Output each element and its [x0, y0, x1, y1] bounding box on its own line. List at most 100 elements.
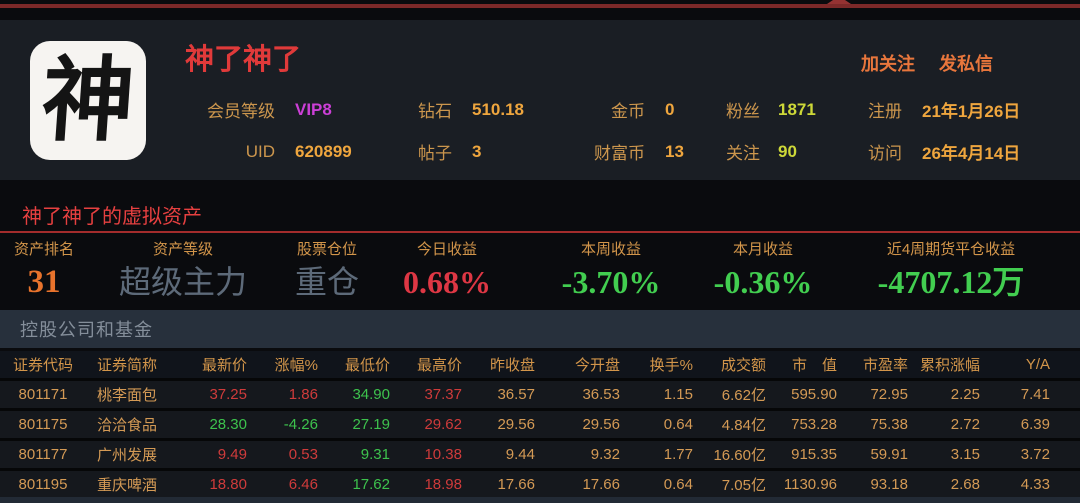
stock-value: 72.95: [837, 378, 908, 410]
stock-value: 29.62: [390, 408, 462, 440]
asset-stat-value: 0.68%: [403, 264, 491, 300]
stock-value: 915.35: [766, 438, 837, 470]
table-header-row: 证券代码 证券简称 最新价 涨幅% 最低价 最高价 昨收盘 今开盘 换手% 成交额市 值市盈率 累积…: [0, 351, 1080, 380]
profile-stat-label: 注册: [868, 102, 902, 121]
holdings-table: 证券代码 证券简称 最新价 涨幅% 最低价 最高价 昨收盘 今开盘 换手% 成交额市 值市盈率 累积…: [0, 351, 1080, 498]
section-divider: [0, 231, 1080, 233]
stock-row[interactable]: 801171 桃李面包 37.25 1.86 34.90 37.37 36.57 36.53 1…: [0, 378, 1080, 410]
profile-stat-value: 3: [472, 141, 482, 161]
profile-stat-value: 1871: [778, 99, 816, 119]
profile-panel: 神 神了神了 加关注 发私信 会员等级 VIP8 钻石 510.18 金币 0 粉丝 1871 注…: [0, 20, 1080, 180]
stock-value: 1.15: [620, 378, 693, 410]
column-header: 最低价: [318, 351, 390, 380]
profile-stat-label: 财富币: [594, 144, 645, 163]
stock-value: -4.26: [247, 408, 318, 440]
profile-stat-label: UID: [245, 141, 275, 161]
username: 神了神了: [185, 44, 302, 76]
asset-stat-value: -3.70%: [561, 264, 661, 300]
stock-name: 洽洽食品: [86, 408, 174, 440]
tab-indicator-triangle: [827, 0, 851, 4]
asset-stat-value: 重仓: [294, 264, 359, 300]
stock-value: 6.62亿: [693, 378, 766, 410]
stock-value: 1.86: [247, 378, 318, 410]
stock-code: 801177: [0, 438, 86, 470]
stock-name: 重庆啤酒: [86, 468, 174, 498]
profile-stat-label: 金币: [611, 102, 645, 121]
column-header: 累积涨幅: [908, 351, 980, 380]
stock-value: 29.56: [535, 408, 620, 440]
profile-stat-label: 帖子: [418, 144, 452, 163]
stock-value: 2.72: [908, 408, 980, 440]
profile-actions: 加关注 发私信: [861, 50, 993, 76]
column-header: 证券代码: [0, 351, 86, 380]
next-section-edge: [0, 497, 1080, 503]
stock-value: 6.46: [247, 468, 318, 498]
column-header: 市 值: [766, 351, 837, 380]
stock-value: 27.19: [318, 408, 390, 440]
top-divider-line: [0, 0, 1080, 8]
profile-stats: 会员等级 VIP8 钻石 510.18 金币 0 粉丝 1871 注册 21年1月26日 UID 62…: [207, 97, 1046, 164]
stock-value: 2.68: [908, 468, 980, 498]
profile-stat-value: 26年4月14日: [922, 144, 1021, 163]
stock-value: 16.60亿: [693, 438, 766, 470]
asset-stat-value: -4707.12万: [877, 264, 1025, 300]
profile-stat-label: 关注: [726, 144, 760, 163]
stock-value: 753.28: [766, 408, 837, 440]
column-header: 成交额: [693, 351, 766, 380]
asset-stat: 资产排名 31: [0, 240, 88, 302]
stock-value: 34.90: [318, 378, 390, 410]
asset-stat-label: 资产排名: [13, 241, 74, 258]
stock-value: 0.53: [247, 438, 318, 470]
stock-value: 37.25: [174, 378, 247, 410]
asset-stat-value: 31: [27, 264, 61, 300]
profile-stat-value: 0: [665, 99, 675, 119]
virtual-assets-title: 神了神了的虚拟资产: [22, 206, 202, 228]
stock-value: 9.44: [462, 438, 535, 470]
asset-stat: 资产等级 超级主力: [88, 240, 278, 302]
stock-value: 28.30: [174, 408, 247, 440]
asset-stat-label: 本月收益: [732, 241, 793, 258]
stock-value: 59.91: [837, 438, 908, 470]
profile-stat-label: 会员等级: [207, 102, 275, 121]
column-header: Y/A: [980, 351, 1080, 380]
stock-value: 36.53: [535, 378, 620, 410]
stock-row[interactable]: 801175 洽洽食品 28.30 -4.26 27.19 29.62 29.56 29.56…: [0, 408, 1080, 440]
stock-value: 75.38: [837, 408, 908, 440]
column-header: 市盈率: [837, 351, 908, 380]
holdings-table-body: 801171 桃李面包 37.25 1.86 34.90 37.37 36.57 36.53 1…: [0, 378, 1080, 498]
profile-stat-label: 钻石: [418, 102, 452, 121]
avatar: 神: [30, 41, 146, 160]
stock-name: 广州发展: [86, 438, 174, 470]
profile-stat-value: 21年1月26日: [922, 102, 1021, 121]
holdings-title: 控股公司和基金: [20, 320, 153, 340]
stock-name: 桃李面包: [86, 378, 174, 410]
avatar-character: 神: [38, 49, 138, 152]
column-header: 最高价: [390, 351, 462, 380]
stock-value: 7.41: [980, 378, 1080, 410]
stock-value: 0.64: [620, 408, 693, 440]
stock-code: 801175: [0, 408, 86, 440]
stock-value: 10.38: [390, 438, 462, 470]
message-button[interactable]: 发私信: [939, 54, 993, 74]
stock-value: 17.62: [318, 468, 390, 498]
stock-value: 4.84亿: [693, 408, 766, 440]
asset-stat: 今日收益 0.68%: [376, 240, 518, 302]
follow-button[interactable]: 加关注: [861, 54, 915, 74]
asset-stat-label: 股票仓位: [296, 241, 357, 258]
stock-value: 37.37: [390, 378, 462, 410]
stock-value: 9.49: [174, 438, 247, 470]
profile-stat-value: 13: [665, 141, 684, 161]
asset-stat: 本月收益 -0.36%: [704, 240, 822, 302]
stock-row[interactable]: 801177 广州发展 9.49 0.53 9.31 10.38 9.44 9.32 1.77 1…: [0, 438, 1080, 470]
asset-stat-label: 今日收益: [416, 241, 477, 258]
stock-value: 17.66: [462, 468, 535, 498]
stock-code: 801195: [0, 468, 86, 498]
stock-value: 18.80: [174, 468, 247, 498]
column-header: 证券简称: [86, 351, 174, 380]
stock-value: 17.66: [535, 468, 620, 498]
asset-stat: 近4周期货平仓收益 -4707.12万: [822, 240, 1080, 302]
stock-value: 36.57: [462, 378, 535, 410]
column-header: 涨幅%: [247, 351, 318, 380]
asset-stat-label: 本周收益: [580, 241, 641, 258]
stock-row[interactable]: 801195 重庆啤酒 18.80 6.46 17.62 18.98 17.66 17.66 0…: [0, 468, 1080, 498]
